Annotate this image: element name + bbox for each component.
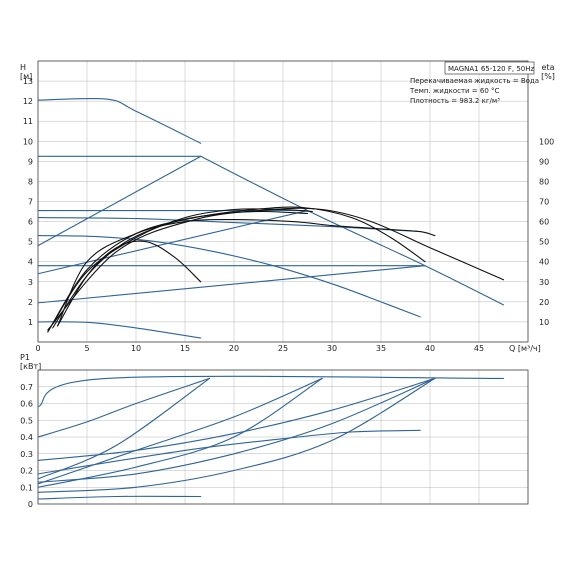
eta-tick-label: 20 [539,298,549,307]
head-curve [37,217,421,233]
h-tick-label: 13 [23,77,33,86]
head-curve [37,235,421,318]
p1-tick-label: 0.2 [20,467,33,476]
h-tick-label: 1 [28,318,33,327]
x-tick-label: 25 [278,344,288,353]
power-curve [37,429,421,475]
eta-tick-label: 70 [539,198,549,207]
h-tick-label: 7 [28,198,33,207]
p1-chart-grid [37,369,529,505]
head-curve [37,321,202,339]
power-curve [37,377,436,461]
eta-axis-title: eta [%] [541,63,555,81]
model-label: MAGNA1 65-120 F, 50Hz [448,65,534,73]
hq-eta-curves [37,97,505,339]
efficiency-curve [52,208,313,325]
temp-label: Темп. жидкости = 60 °C [409,87,500,95]
p1-tick-label: 0.5 [20,416,33,425]
x-tick-label: 35 [376,344,386,353]
eta-tick-label: 60 [539,218,549,227]
efficiency-curve [47,206,426,333]
h-tick-label: 10 [23,137,33,146]
h-tick-label: 6 [28,218,33,227]
model-box [444,61,535,75]
efficiency-curve [57,219,436,327]
p1-curves [37,375,505,500]
x-tick-label: 20 [229,344,239,353]
p1-tick-label: 0.3 [20,450,33,459]
eta-tick-label: 30 [539,278,549,287]
liquid-label: Перекачиваемая жидкость = Вода [410,77,539,85]
x-tick-label: 5 [84,344,89,353]
p1-tick-label: 0.7 [20,383,33,392]
eta-tick-label: 40 [539,258,549,267]
h-tick-label: 2 [28,298,33,307]
h-tick-label: 12 [23,97,33,106]
eta-tick-label: 100 [539,137,554,146]
p1-tick-label: 0.6 [20,400,33,409]
h-tick-label: 4 [28,258,33,267]
density-label: Плотность = 983.2 кг/м³ [410,97,500,105]
p1-tick-label: 0.4 [20,433,33,442]
h-axis-title: H [м] [20,63,32,81]
eta-tick-label: 80 [539,177,549,186]
eta-tick-label: 50 [539,238,549,247]
head-curve [200,155,505,306]
x-tick-label: 15 [180,344,190,353]
p1-tick-label: 0 [28,500,33,509]
power-curve [37,377,436,483]
head-curve [37,97,202,144]
power-curve [37,377,323,485]
q-axis-title: Q [м³/ч] [509,344,541,353]
p1-chart-axes: 0 0.1 0.2 0.3 0.4 0.5 0.6 0.7 [20,383,33,509]
power-curve [37,375,505,408]
power-curve [37,377,211,480]
h-tick-label: 8 [28,177,33,186]
efficiency-curve [52,210,309,329]
x-tick-label: 0 [35,344,40,353]
x-tick-label: 45 [474,344,484,353]
hq-plot-frame [37,60,529,343]
p1-axis-title: P1 [кВт] [20,353,41,371]
x-tick-label: 30 [327,344,337,353]
p1-tick-label: 0.1 [20,483,33,492]
h-tick-label: 3 [28,278,33,287]
power-curve [37,377,436,493]
power-curve [37,377,211,438]
h-tick-label: 11 [23,117,33,126]
h-tick-label: 5 [28,238,33,247]
power-curve [37,495,202,500]
head-curve [37,155,202,247]
pump-info-box: MAGNA1 65-120 F, 50Hz Перекачиваемая жид… [409,61,539,105]
eta-tick-label: 90 [539,157,549,166]
head-curve [37,209,309,275]
hq-chart-axes: 0 5 10 15 20 25 30 35 40 451234567891011121310203… [23,77,554,353]
power-curve [37,377,323,488]
h-tick-label: 9 [28,157,33,166]
efficiency-curve [57,240,202,327]
x-tick-label: 40 [425,344,435,353]
head-curve [37,265,426,304]
efficiency-curve [47,207,505,331]
x-tick-label: 10 [131,344,141,353]
eta-tick-label: 10 [539,318,549,327]
